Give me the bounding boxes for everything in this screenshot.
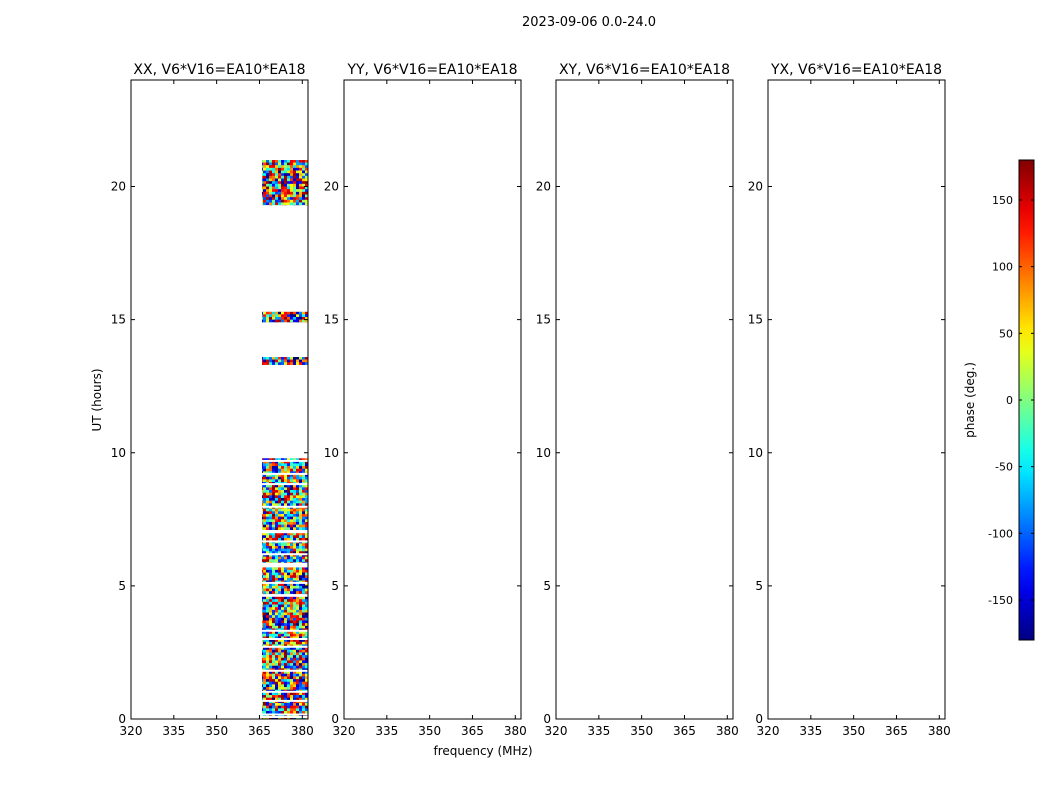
colorbar: 150 100 50 0 -50 -100 -150 xyxy=(988,159,1035,641)
y-axis-label: UT (hours) xyxy=(90,368,104,431)
y-tick-label: 0 xyxy=(118,712,126,726)
y-tick-label: 20 xyxy=(748,180,763,194)
colorbar-tick-label: -100 xyxy=(988,527,1013,540)
panel-frame xyxy=(130,79,309,720)
x-tick-label: 350 xyxy=(205,724,228,738)
y-tick-label: 0 xyxy=(331,712,339,726)
y-tick-label: 15 xyxy=(324,313,339,327)
panel-title: XY, V6*V16=EA10*EA18 xyxy=(559,62,730,78)
panel-phase-data xyxy=(344,80,521,719)
x-axis-label: frequency (MHz) xyxy=(433,744,532,758)
x-tick-label: 320 xyxy=(757,724,780,738)
colorbar-tick-label: -50 xyxy=(995,461,1013,474)
panel-phase-data xyxy=(768,80,945,719)
colorbar-tick-label: 50 xyxy=(999,327,1013,340)
y-tick-label: 20 xyxy=(111,180,126,194)
panel-phase-data xyxy=(262,160,308,719)
panel-title: XX, V6*V16=EA10*EA18 xyxy=(133,62,305,78)
colorbar-tick-label: -150 xyxy=(988,594,1013,607)
panel-3: YX, V6*V16=EA10*EA18 320 335 350 365 380 0 5 10 1… xyxy=(748,62,951,738)
x-tick-label: 350 xyxy=(842,724,865,738)
x-tick-label: 335 xyxy=(162,724,185,738)
panel-2: XY, V6*V16=EA10*EA18 320 335 350 365 380 0 5 10 1… xyxy=(536,62,739,738)
colorbar-tick-label: 0 xyxy=(1006,394,1013,407)
colorbar-tick-label: 100 xyxy=(992,261,1013,274)
x-tick-label: 380 xyxy=(928,724,951,738)
x-tick-label: 335 xyxy=(799,724,822,738)
colorbar-label: phase (deg.) xyxy=(963,362,977,438)
x-tick-label: 320 xyxy=(120,724,143,738)
y-tick-label: 5 xyxy=(331,579,339,593)
panel-frame xyxy=(767,79,946,720)
colorbar-tick-label: 150 xyxy=(992,194,1013,207)
y-tick-label: 0 xyxy=(755,712,763,726)
y-tick-label: 10 xyxy=(324,446,339,460)
x-tick-label: 380 xyxy=(291,724,314,738)
x-tick-label: 320 xyxy=(545,724,568,738)
y-tick-label: 10 xyxy=(748,446,763,460)
x-tick-label: 350 xyxy=(630,724,653,738)
x-tick-label: 380 xyxy=(716,724,739,738)
x-tick-label: 335 xyxy=(375,724,398,738)
y-tick-label: 20 xyxy=(324,180,339,194)
figure-title: 2023-09-06 0.0-24.0 xyxy=(522,15,656,30)
panel-1: YY, V6*V16=EA10*EA18 320 335 350 365 380 0 5 10 1… xyxy=(324,62,527,738)
x-tick-label: 335 xyxy=(587,724,610,738)
x-tick-label: 365 xyxy=(673,724,696,738)
y-tick-label: 10 xyxy=(111,446,126,460)
y-tick-label: 20 xyxy=(536,180,551,194)
x-tick-label: 350 xyxy=(418,724,441,738)
panel-title: YX, V6*V16=EA10*EA18 xyxy=(770,62,942,78)
y-tick-label: 15 xyxy=(748,313,763,327)
x-tick-label: 365 xyxy=(885,724,908,738)
panel-0: XX, V6*V16=EA10*EA18 320 335 350 365 380 0 5 10 1… xyxy=(111,62,314,738)
panels-group: XX, V6*V16=EA10*EA18 320 335 350 365 380 0 5 10 1… xyxy=(111,62,951,738)
x-tick-label: 320 xyxy=(333,724,356,738)
y-tick-label: 10 xyxy=(536,446,551,460)
y-tick-label: 5 xyxy=(755,579,763,593)
y-tick-label: 0 xyxy=(543,712,551,726)
panel-frame xyxy=(555,79,734,720)
y-tick-label: 5 xyxy=(543,579,551,593)
x-tick-label: 365 xyxy=(461,724,484,738)
panel-phase-data xyxy=(556,80,733,719)
y-tick-label: 15 xyxy=(111,313,126,327)
x-tick-label: 365 xyxy=(248,724,271,738)
x-tick-label: 380 xyxy=(504,724,527,738)
y-tick-label: 15 xyxy=(536,313,551,327)
panel-frame xyxy=(343,79,522,720)
panel-title: YY, V6*V16=EA10*EA18 xyxy=(346,62,517,78)
y-tick-label: 5 xyxy=(118,579,126,593)
